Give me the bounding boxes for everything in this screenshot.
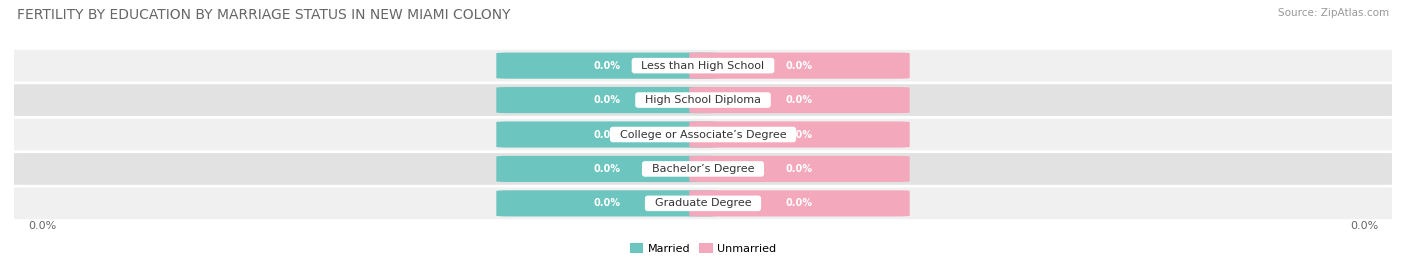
FancyBboxPatch shape — [0, 152, 1406, 186]
FancyBboxPatch shape — [496, 156, 717, 182]
FancyBboxPatch shape — [496, 121, 717, 148]
FancyBboxPatch shape — [0, 118, 1406, 151]
Text: 0.0%: 0.0% — [1350, 221, 1378, 231]
FancyBboxPatch shape — [496, 190, 717, 217]
FancyBboxPatch shape — [0, 49, 1406, 83]
Text: 0.0%: 0.0% — [593, 129, 620, 140]
Text: FERTILITY BY EDUCATION BY MARRIAGE STATUS IN NEW MIAMI COLONY: FERTILITY BY EDUCATION BY MARRIAGE STATU… — [17, 8, 510, 22]
Text: Graduate Degree: Graduate Degree — [648, 198, 758, 208]
Text: 0.0%: 0.0% — [28, 221, 56, 231]
FancyBboxPatch shape — [689, 52, 910, 79]
FancyBboxPatch shape — [0, 83, 1406, 117]
Text: High School Diploma: High School Diploma — [638, 95, 768, 105]
Text: 0.0%: 0.0% — [593, 164, 620, 174]
Text: Source: ZipAtlas.com: Source: ZipAtlas.com — [1278, 8, 1389, 18]
Text: 0.0%: 0.0% — [593, 198, 620, 208]
FancyBboxPatch shape — [689, 156, 910, 182]
FancyBboxPatch shape — [0, 186, 1406, 220]
Text: 0.0%: 0.0% — [786, 95, 813, 105]
FancyBboxPatch shape — [496, 87, 717, 113]
FancyBboxPatch shape — [496, 52, 717, 79]
Text: 0.0%: 0.0% — [786, 129, 813, 140]
Text: Less than High School: Less than High School — [634, 61, 772, 71]
FancyBboxPatch shape — [689, 121, 910, 148]
Text: 0.0%: 0.0% — [786, 164, 813, 174]
Text: 0.0%: 0.0% — [786, 198, 813, 208]
Text: College or Associate’s Degree: College or Associate’s Degree — [613, 129, 793, 140]
Text: 0.0%: 0.0% — [593, 61, 620, 71]
FancyBboxPatch shape — [689, 87, 910, 113]
FancyBboxPatch shape — [689, 190, 910, 217]
Text: 0.0%: 0.0% — [786, 61, 813, 71]
Legend: Married, Unmarried: Married, Unmarried — [626, 238, 780, 258]
Text: Bachelor’s Degree: Bachelor’s Degree — [645, 164, 761, 174]
Text: 0.0%: 0.0% — [593, 95, 620, 105]
